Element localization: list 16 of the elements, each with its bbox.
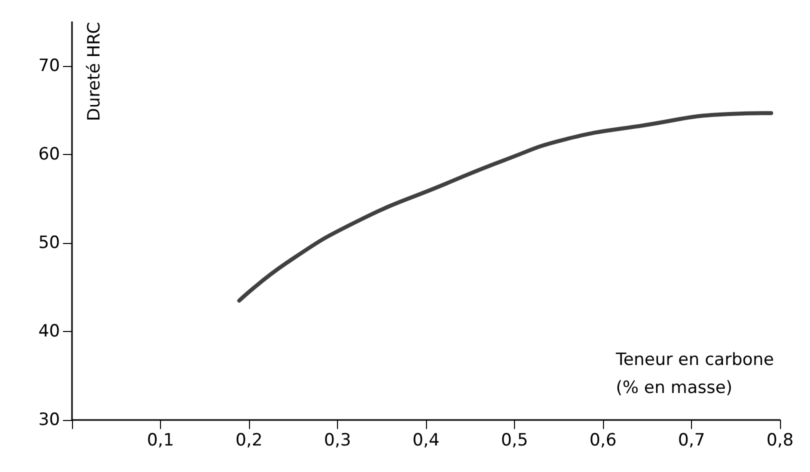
x-tick-label: 0,2 bbox=[235, 430, 263, 450]
y-tick-label: 50 bbox=[38, 233, 60, 254]
line-series bbox=[237, 111, 774, 303]
y-axis-title: Dureté HRC bbox=[84, 22, 104, 122]
y-tick-label: 40 bbox=[38, 322, 60, 342]
x-tick-label: 0,1 bbox=[146, 430, 174, 450]
y-tick-label: 30 bbox=[38, 410, 60, 430]
x-axis-title: Teneur en carbone (% en masse) bbox=[614, 350, 774, 398]
x-tick-label: 0,4 bbox=[412, 430, 440, 450]
y-tick-label: 60 bbox=[38, 144, 60, 165]
x-tick-label: 0,7 bbox=[678, 430, 706, 450]
y-tick-label: 70 bbox=[38, 56, 60, 76]
x-tick-label: 0,5 bbox=[500, 430, 528, 450]
x-tick-label: 0,6 bbox=[589, 430, 617, 450]
x-tick-label: 0,8 bbox=[766, 430, 794, 450]
x-tick-label: 0,3 bbox=[324, 430, 352, 450]
